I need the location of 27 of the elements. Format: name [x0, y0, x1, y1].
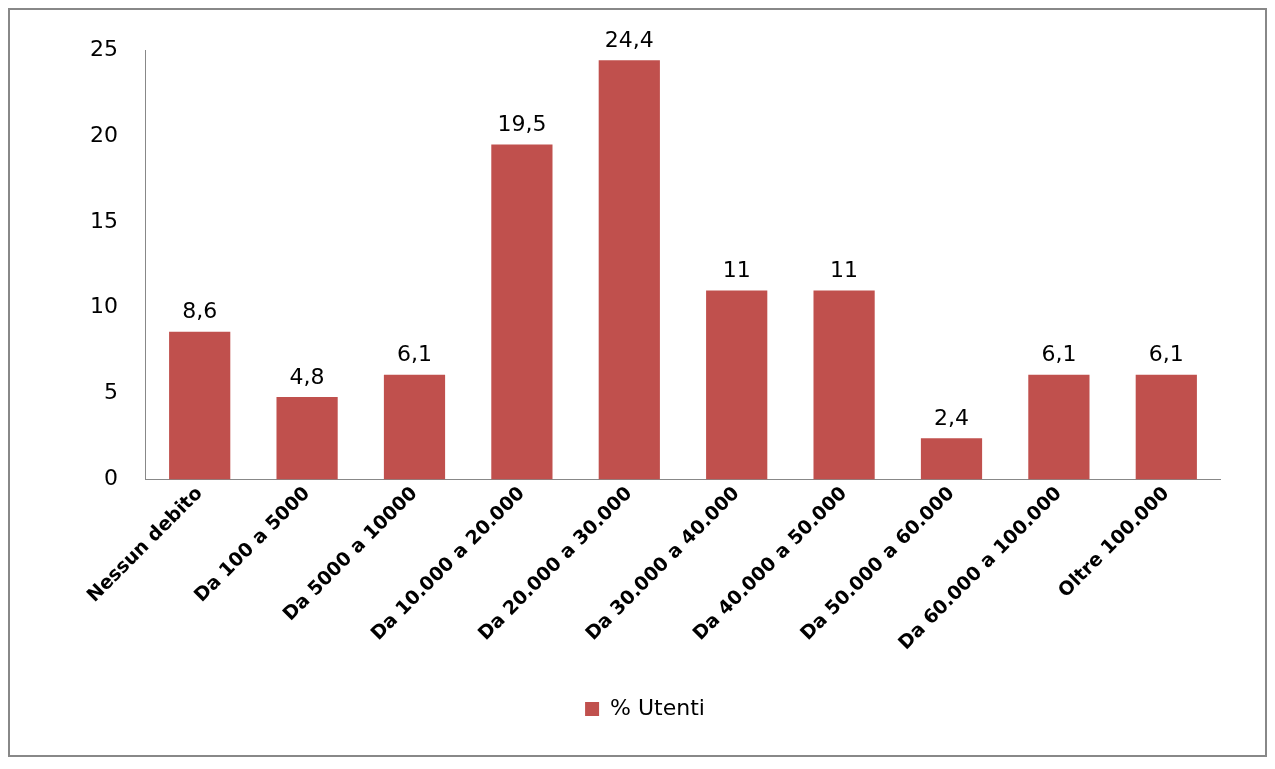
data-label: 11	[830, 257, 859, 283]
data-label: 24,4	[604, 27, 654, 53]
bar	[598, 60, 660, 480]
data-label: 6,1	[1148, 341, 1184, 367]
bar	[1135, 374, 1197, 480]
bar	[383, 374, 446, 480]
data-label: 11	[722, 257, 751, 283]
data-label: 6,1	[1041, 341, 1077, 367]
y-tick-label: 5	[103, 379, 118, 405]
y-tick-label: 0	[103, 465, 118, 491]
data-label: 4,8	[289, 363, 325, 389]
bar	[491, 144, 553, 480]
bar	[169, 331, 231, 480]
bar	[920, 438, 983, 480]
y-tick-label: 15	[89, 207, 118, 233]
data-label: 19,5	[497, 111, 547, 137]
bar	[1028, 374, 1090, 480]
bar	[276, 397, 338, 480]
y-tick-label: 10	[89, 293, 118, 319]
legend-label: % Utenti	[610, 694, 705, 720]
bar	[706, 290, 768, 480]
y-tick-label: 20	[89, 121, 118, 147]
data-label: 6,1	[397, 341, 432, 367]
y-tick-label: 25	[89, 35, 118, 61]
data-label: 8,6	[182, 298, 218, 324]
data-label: 2,4	[934, 405, 969, 431]
bar	[813, 290, 875, 480]
